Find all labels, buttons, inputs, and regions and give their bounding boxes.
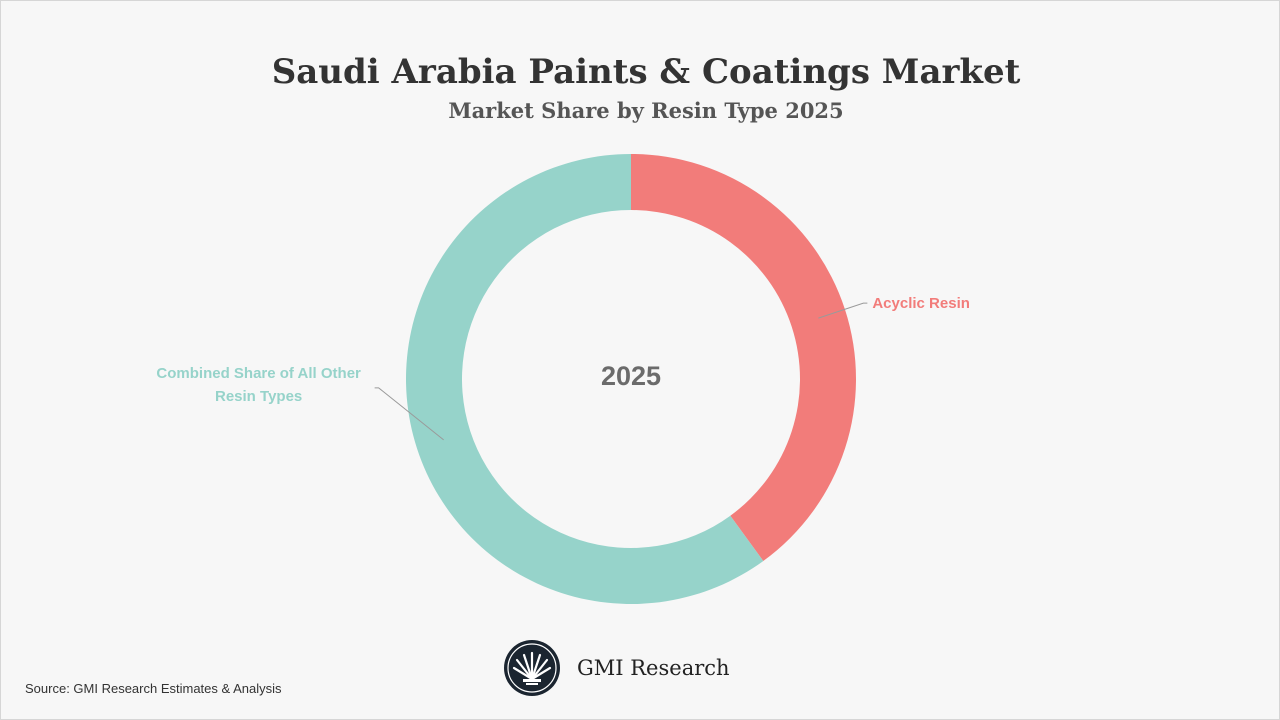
- gmi-fan-logo-icon: [504, 640, 560, 696]
- leader-line-1: [374, 387, 444, 441]
- source-note: Source: GMI Research Estimates & Analysi…: [25, 681, 282, 696]
- brand-name: GMI Research: [577, 656, 730, 680]
- chart-subtitle: Market Share by Resin Type 2025: [448, 98, 844, 123]
- slice-label-1: Combined Share of All Other Resin Types: [156, 365, 361, 405]
- center-year-label: 2025: [601, 361, 661, 391]
- leader-line-0: [818, 302, 868, 319]
- slice-label-0: Acyclic Resin: [872, 295, 970, 312]
- chart-title: Saudi Arabia Paints & Coatings Market: [271, 52, 1021, 92]
- donut-slice-1: [405, 154, 764, 604]
- donut-slice-0: [631, 154, 856, 562]
